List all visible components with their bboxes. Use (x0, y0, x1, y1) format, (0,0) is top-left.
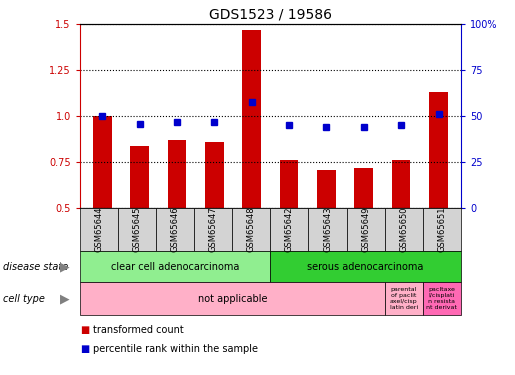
Text: GSM65647: GSM65647 (209, 207, 218, 252)
Text: GSM65649: GSM65649 (361, 207, 370, 252)
Text: GSM65643: GSM65643 (323, 207, 332, 252)
Text: GSM65645: GSM65645 (132, 207, 142, 252)
Text: ■: ■ (80, 344, 89, 354)
Text: serous adenocarcinoma: serous adenocarcinoma (307, 262, 424, 272)
Text: GSM65650: GSM65650 (399, 207, 408, 252)
Bar (392, 160, 410, 208)
Text: ▶: ▶ (60, 260, 69, 273)
Text: GSM65642: GSM65642 (285, 207, 294, 252)
Bar (130, 146, 149, 208)
Bar (93, 116, 112, 208)
Text: clear cell adenocarcinoma: clear cell adenocarcinoma (111, 262, 239, 272)
Text: GSM65651: GSM65651 (437, 207, 447, 252)
Bar (167, 140, 186, 208)
Text: ▶: ▶ (60, 292, 69, 305)
Text: parental
of paclit
axel/cisp
latin deri: parental of paclit axel/cisp latin deri (390, 287, 418, 310)
Text: pacltaxe
l/cisplati
n resista
nt derivat: pacltaxe l/cisplati n resista nt derivat (426, 287, 457, 310)
Text: GSM65644: GSM65644 (94, 207, 104, 252)
Text: not applicable: not applicable (198, 294, 267, 303)
Text: disease state: disease state (3, 262, 68, 272)
Bar (280, 160, 298, 208)
Bar (205, 142, 224, 208)
Text: transformed count: transformed count (93, 325, 183, 335)
Title: GDS1523 / 19586: GDS1523 / 19586 (209, 8, 332, 22)
Text: ■: ■ (80, 325, 89, 335)
Text: GSM65648: GSM65648 (247, 207, 256, 252)
Bar (243, 30, 261, 208)
Bar (317, 170, 336, 208)
Bar (354, 168, 373, 208)
Text: cell type: cell type (3, 294, 44, 303)
Text: GSM65646: GSM65646 (170, 207, 180, 252)
Text: percentile rank within the sample: percentile rank within the sample (93, 344, 258, 354)
Bar (429, 92, 448, 208)
